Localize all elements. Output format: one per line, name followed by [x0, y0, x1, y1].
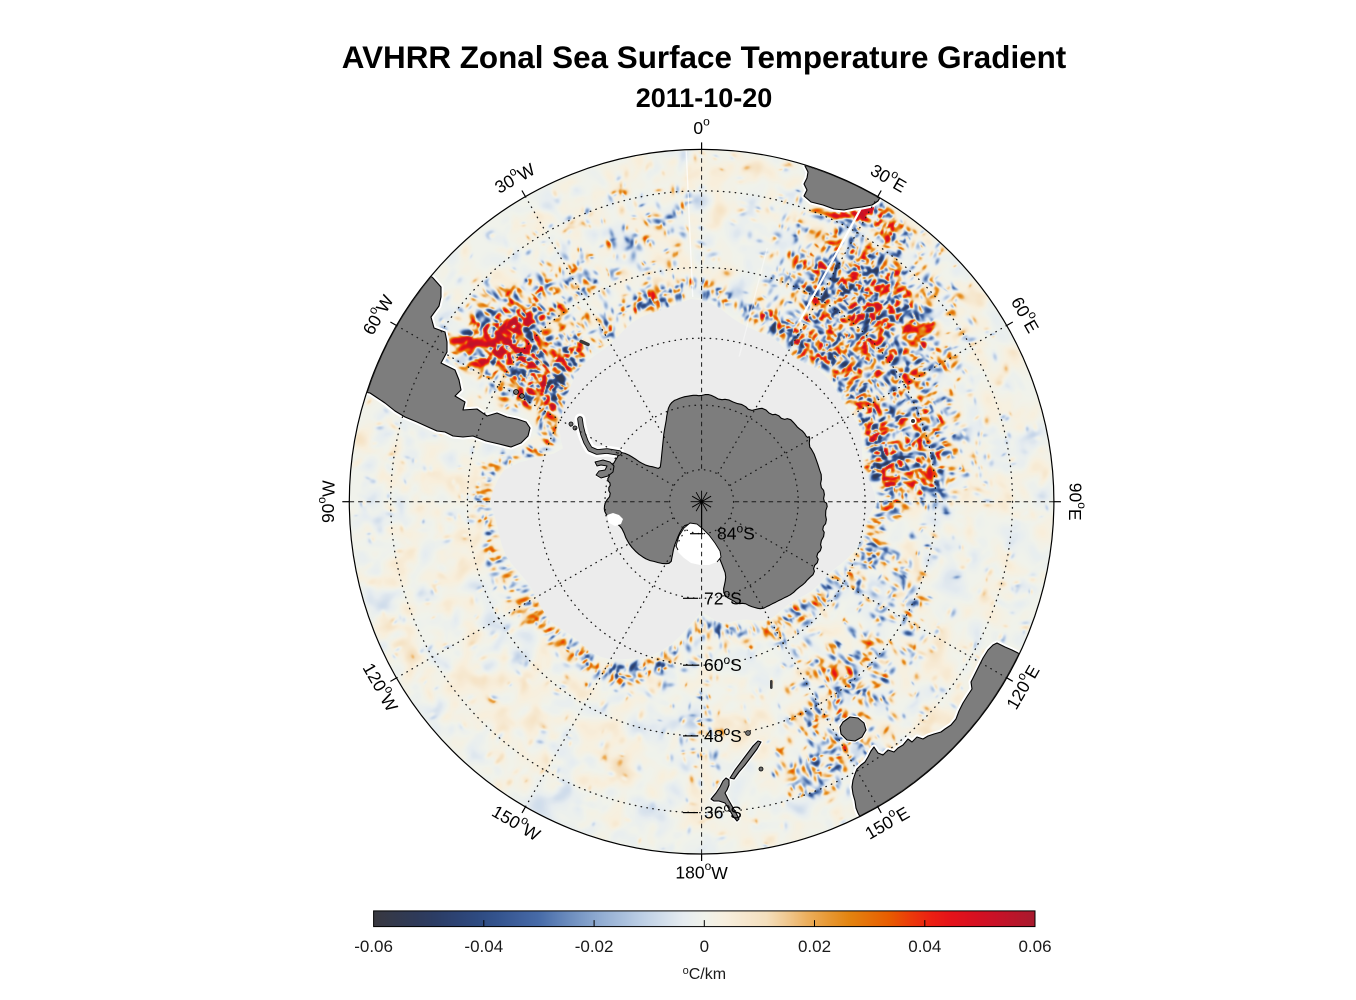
svg-text:0.04: 0.04	[908, 937, 941, 956]
svg-text:48oS: 48oS	[704, 724, 742, 746]
svg-text:60oS: 60oS	[704, 653, 742, 675]
svg-text:30oW: 30oW	[490, 156, 539, 198]
svg-text:60oE: 60oE	[1007, 292, 1046, 337]
svg-text:30oE: 30oE	[867, 157, 912, 196]
svg-text:-0.04: -0.04	[464, 937, 503, 956]
svg-text:-0.06: -0.06	[354, 937, 393, 956]
svg-text:oC/km: oC/km	[683, 965, 726, 983]
svg-text:180oW: 180oW	[675, 859, 728, 882]
svg-text:60oW: 60oW	[356, 289, 398, 338]
svg-text:0.02: 0.02	[798, 937, 831, 956]
svg-text:120oW: 120oW	[359, 658, 406, 716]
svg-text:90oE: 90oE	[1065, 483, 1088, 521]
svg-text:2011-10-20: 2011-10-20	[636, 83, 773, 113]
svg-text:0.06: 0.06	[1018, 937, 1051, 956]
svg-text:72oS: 72oS	[704, 586, 742, 608]
svg-text:-0.02: -0.02	[575, 937, 614, 956]
svg-text:150oW: 150oW	[488, 798, 546, 845]
svg-text:84oS: 84oS	[717, 522, 755, 544]
svg-text:36oS: 36oS	[704, 801, 742, 823]
svg-text:90oW: 90oW	[314, 480, 337, 523]
svg-text:AVHRR Zonal Sea Surface Temper: AVHRR Zonal Sea Surface Temperature Grad…	[342, 40, 1067, 75]
svg-text:0o: 0o	[693, 115, 710, 138]
svg-text:0: 0	[700, 937, 709, 956]
